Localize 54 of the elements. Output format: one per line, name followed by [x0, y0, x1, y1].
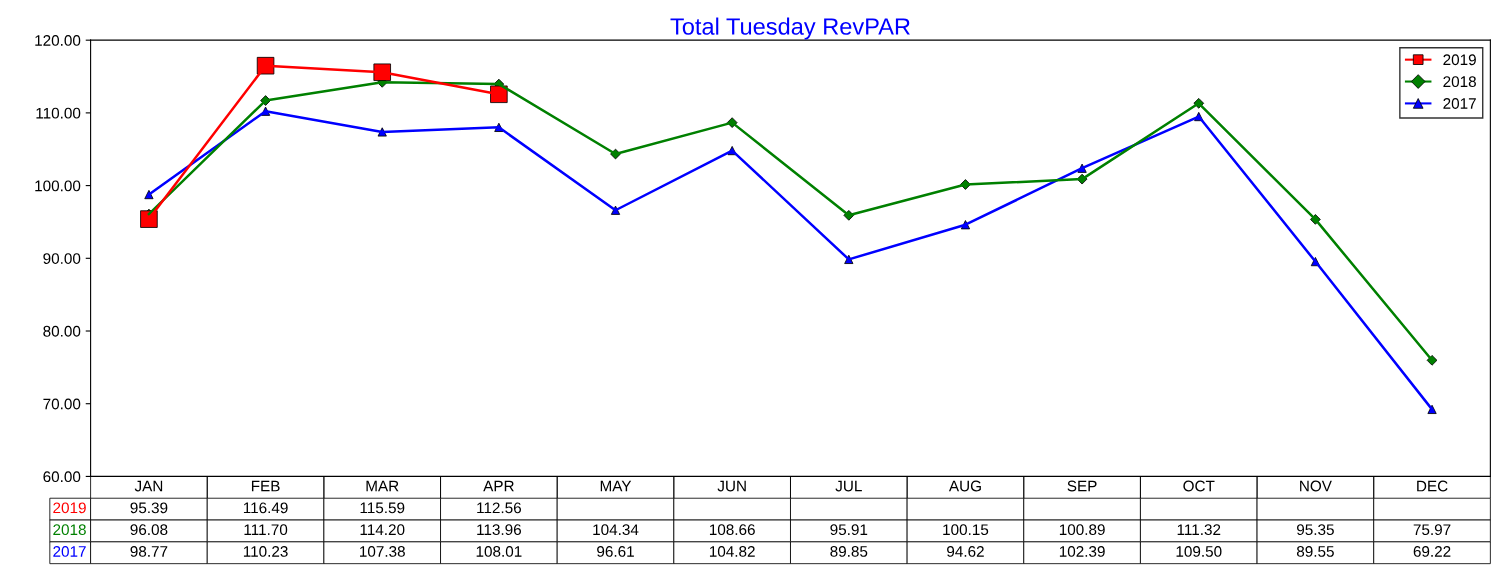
data-label: 104.82 — [709, 546, 755, 557]
x-tick-label: JUL — [835, 480, 862, 492]
legend-label: 2019 — [1443, 54, 1476, 66]
x-tick-label: APR — [483, 480, 514, 492]
data-label: 95.91 — [830, 524, 868, 536]
x-tick-label: MAR — [366, 480, 399, 492]
data-label: 113.96 — [477, 524, 521, 536]
data-label: 111.70 — [244, 524, 288, 536]
x-tick-label: FEB — [251, 480, 280, 492]
data-label: 69.22 — [1413, 546, 1451, 557]
data-label: 75.97 — [1413, 524, 1451, 536]
y-tick-label: 60.00 — [43, 471, 81, 483]
x-tick-label: MAY — [600, 480, 632, 492]
text: 2017 — [53, 546, 86, 557]
data-label: 89.55 — [1296, 546, 1334, 557]
x-tick-label: SEP — [1067, 480, 1097, 492]
data-label: 98.77 — [130, 546, 168, 557]
data-label: 115.59 — [360, 502, 405, 514]
text: 2019 — [53, 502, 86, 514]
data-label: 108.01 — [476, 546, 522, 557]
data-label: 100.15 — [943, 524, 989, 536]
legend-label: 2017 — [1443, 98, 1476, 109]
legend-label: 2018 — [1443, 76, 1476, 88]
data-label: 116.49 — [243, 502, 288, 514]
x-tick-label: OCT — [1183, 480, 1215, 492]
data-label: 96.08 — [130, 524, 168, 536]
y-tick-label: 70.00 — [43, 398, 81, 410]
data-label: 110.23 — [243, 546, 288, 557]
x-tick-label: JAN — [134, 480, 163, 492]
data-label: 102.39 — [1059, 546, 1105, 557]
y-tick-label: 100.00 — [35, 180, 81, 192]
data-label: 96.61 — [597, 546, 634, 557]
data-label: 108.66 — [709, 524, 755, 536]
x-tick-label: DEC — [1417, 480, 1448, 492]
chart-title: Total Tuesday RevPAR — [670, 17, 910, 40]
data-label: 112.56 — [477, 502, 521, 514]
y-tick-label: 120.00 — [35, 35, 81, 46]
data-label: 95.35 — [1297, 524, 1334, 536]
y-tick-label: 110.00 — [36, 107, 81, 119]
x-tick-label: NOV — [1300, 480, 1332, 492]
x-tick-label: AUG — [948, 480, 981, 492]
y-tick-label: 90.00 — [43, 253, 81, 264]
data-label: 95.39 — [130, 502, 168, 514]
x-tick-label: JUN — [717, 480, 746, 492]
data-label: 104.34 — [593, 524, 639, 536]
data-label: 94.62 — [947, 546, 984, 557]
data-label: 114.20 — [360, 524, 405, 536]
data-label: 100.89 — [1059, 524, 1105, 536]
y-tick-label: 80.00 — [43, 325, 81, 337]
data-label: 111.32 — [1177, 524, 1221, 536]
data-label: 89.85 — [830, 546, 868, 557]
data-label: 107.38 — [360, 546, 405, 557]
data-label: 109.50 — [1176, 546, 1222, 557]
text: 2018 — [53, 524, 86, 536]
